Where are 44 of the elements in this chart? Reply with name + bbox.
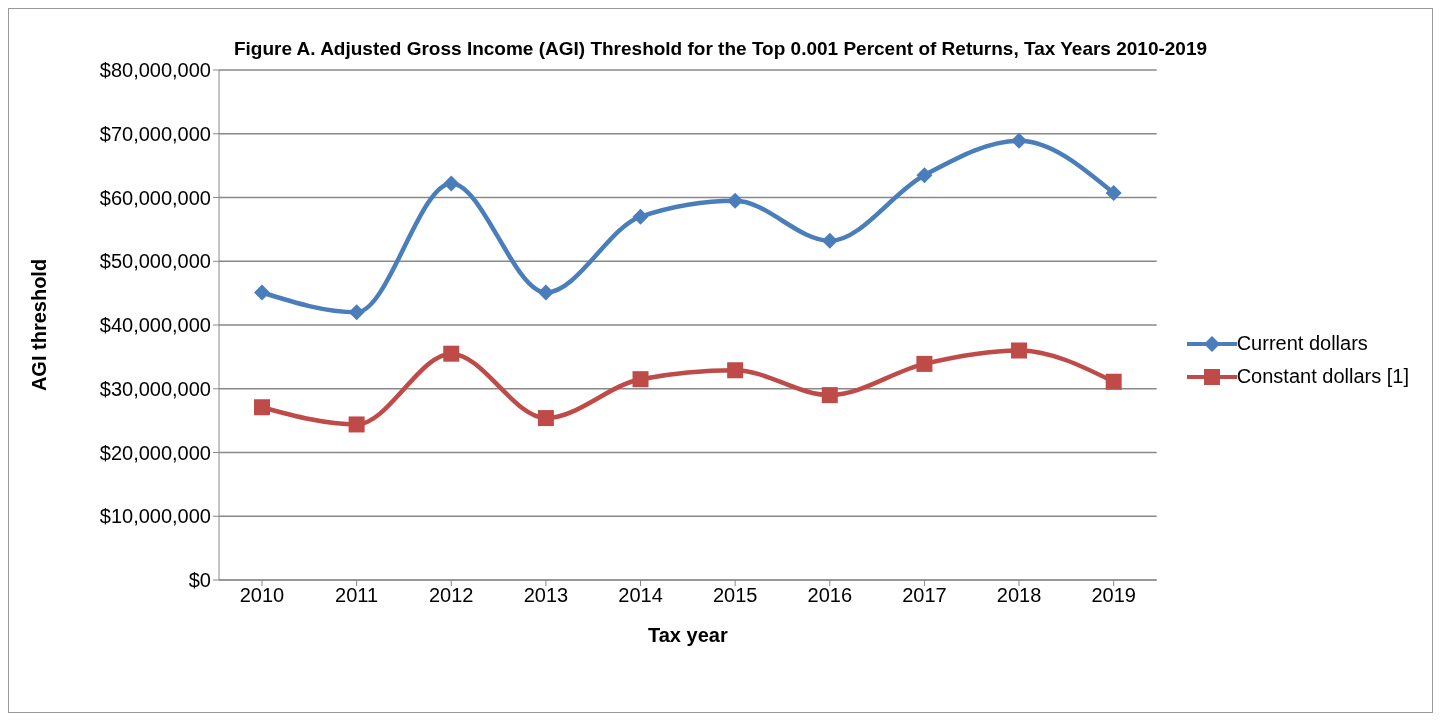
point xyxy=(443,175,460,192)
point xyxy=(727,192,744,209)
y-tick-label: $10,000,000 xyxy=(99,505,211,528)
x-tick-label: 2013 xyxy=(523,584,569,607)
point xyxy=(821,232,838,249)
point xyxy=(1105,185,1122,202)
point xyxy=(254,284,270,301)
point xyxy=(916,167,933,184)
x-tick-label: 2014 xyxy=(618,584,663,607)
x-tick-label: 2017 xyxy=(902,584,947,607)
y-tick-label: $30,000,000 xyxy=(99,377,211,400)
point xyxy=(537,284,554,301)
y-tick-label: $60,000,000 xyxy=(99,186,211,209)
point xyxy=(348,416,365,433)
x-tick-label: 2019 xyxy=(1091,584,1136,607)
point xyxy=(537,410,554,427)
point xyxy=(727,362,744,379)
y-tick-label: $50,000,000 xyxy=(99,250,211,273)
x-tick-label: 2011 xyxy=(335,584,379,607)
y-tick-label: $40,000,000 xyxy=(99,314,211,337)
point xyxy=(1011,132,1028,149)
point xyxy=(632,371,649,388)
legend-label: Current dollars xyxy=(1236,332,1368,355)
point xyxy=(254,399,270,416)
x-tick-label: 2016 xyxy=(807,584,853,607)
point xyxy=(443,345,460,362)
point xyxy=(916,355,933,372)
y-tick-label: $80,000,000 xyxy=(99,59,211,82)
x-tick-label: 2010 xyxy=(239,584,285,607)
x-axis-title: Tax year xyxy=(647,624,728,646)
chart-title: Figure A. Adjusted Gross Income (AGI) Threshold for the Top 0.001 Percent of Returns, Tax Years 2010-2019 xyxy=(232,37,1209,60)
y-axis-title: AGI threshold xyxy=(28,258,51,392)
y-tick-label: $20,000,000 xyxy=(99,441,211,464)
point xyxy=(1105,373,1122,390)
y-tick-label: $0 xyxy=(188,569,211,592)
point xyxy=(821,387,838,404)
y-tick-label: $70,000,000 xyxy=(99,122,211,145)
x-tick-label: 2018 xyxy=(996,584,1042,607)
point xyxy=(1011,342,1028,359)
point xyxy=(632,208,649,225)
legend-label: Constant dollars [1] xyxy=(1236,365,1409,388)
point xyxy=(348,304,365,321)
x-tick-label: 2015 xyxy=(712,584,758,607)
x-tick-label: 2012 xyxy=(429,584,474,607)
